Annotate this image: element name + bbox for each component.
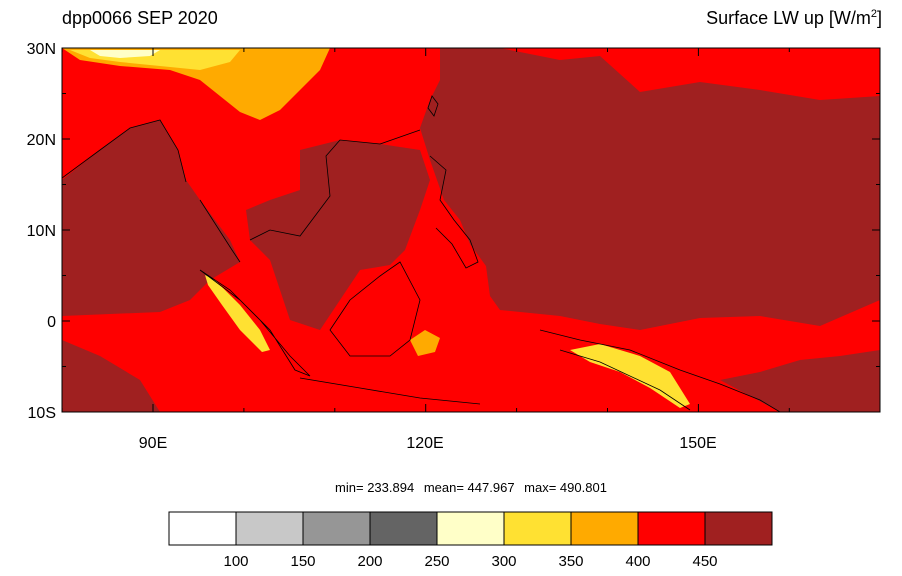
x-label-120e: 120E xyxy=(406,435,443,452)
hot-ocean-bay-of-bengal xyxy=(62,120,240,316)
title-right-sup: 2 xyxy=(870,8,877,20)
y-label-eq: 0 xyxy=(47,314,56,331)
axis-ticks xyxy=(61,47,880,413)
y-label-10s: 10S xyxy=(28,405,56,422)
coast-java xyxy=(299,377,481,405)
colorbar-swatch xyxy=(436,511,505,546)
colorbar-label: 300 xyxy=(491,553,517,570)
coastlines xyxy=(62,95,781,412)
title-right-main: Surface LW up [W/m xyxy=(706,8,871,28)
y-axis-labels: 30N 20N 10N 0 10S xyxy=(27,41,56,422)
colorbar-label: 250 xyxy=(424,553,450,570)
coast-sumatra xyxy=(199,269,311,377)
colorbar-label: 350 xyxy=(558,553,584,570)
coast-india xyxy=(62,119,187,183)
y-label-20n: 20N xyxy=(27,132,56,149)
colorbar-swatch xyxy=(503,511,572,546)
highland-tibet xyxy=(62,48,330,120)
colorbar-swatch xyxy=(369,511,438,546)
highland-sumatra xyxy=(205,275,270,352)
colorbar-label: 400 xyxy=(625,553,651,570)
colorbar-swatch xyxy=(704,511,773,546)
colorbar xyxy=(168,511,773,546)
colorbar-label: 450 xyxy=(692,553,718,570)
colorbar-swatch xyxy=(235,511,304,546)
highland-borneo xyxy=(410,330,440,356)
hot-ocean-southwest xyxy=(62,340,160,412)
statistics-line: min= 233.894 mean= 447.967 max= 490.801 xyxy=(0,480,902,495)
colorbar-label: 100 xyxy=(223,553,249,570)
colorbar-label: 200 xyxy=(357,553,383,570)
coast-indochina xyxy=(199,129,421,263)
hot-ocean-coral-sea xyxy=(720,350,880,412)
plot-title-right: Surface LW up [W/m2] xyxy=(706,8,882,29)
y-label-10n: 10N xyxy=(27,223,56,240)
colorbar-swatch xyxy=(637,511,706,546)
x-label-90e: 90E xyxy=(139,435,167,452)
coast-taiwan xyxy=(427,95,439,117)
map-field xyxy=(62,48,880,412)
coast-new-guinea xyxy=(539,329,781,412)
colorbar-label: 150 xyxy=(290,553,316,570)
colorbar-swatch xyxy=(570,511,639,546)
plot-title-left: dpp0066 SEP 2020 xyxy=(62,8,218,28)
stat-mean: mean= 447.967 xyxy=(423,480,515,495)
x-label-150e: 150E xyxy=(679,435,716,452)
stat-max: max= 490.801 xyxy=(524,480,607,495)
snow-tibet xyxy=(90,50,160,58)
hot-ocean-pacific xyxy=(420,48,880,330)
x-axis-labels: 90E 120E 150E xyxy=(139,435,717,452)
coast-borneo xyxy=(329,261,421,357)
title-right-tail: ] xyxy=(876,8,882,28)
colorbar-swatch xyxy=(302,511,371,546)
hot-ocean-south-china-sea xyxy=(246,140,430,330)
colorbar-swatch xyxy=(168,511,237,546)
y-label-30n: 30N xyxy=(27,41,56,58)
coast-philippines xyxy=(429,155,479,269)
stat-min: min= 233.894 xyxy=(335,480,415,495)
